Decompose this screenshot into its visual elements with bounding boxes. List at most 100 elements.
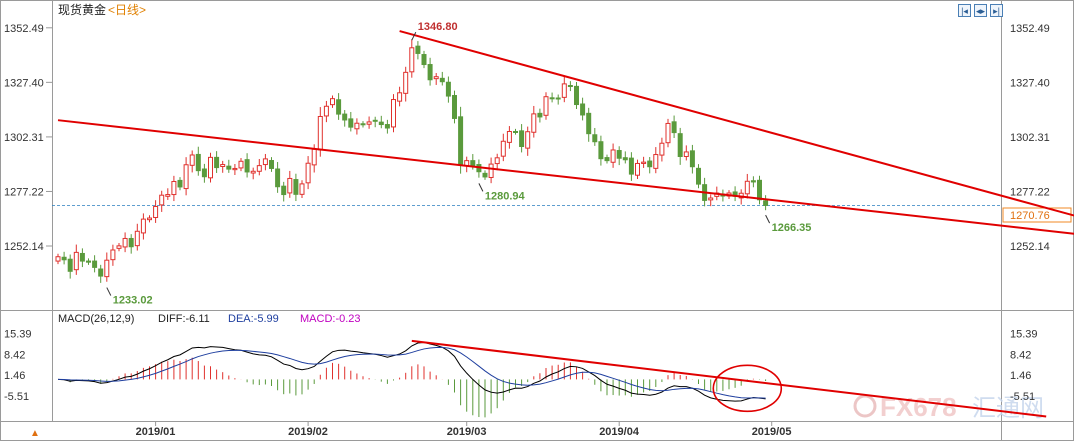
macd-hist-value: MACD:-0.23 xyxy=(300,313,361,325)
candle-up xyxy=(409,47,415,73)
macd-dea-line xyxy=(57,346,766,399)
zoom-button[interactable]: ◂▸ xyxy=(974,4,987,17)
annotation-label: 1266.35 xyxy=(772,222,812,234)
annotation-label: 1346.80 xyxy=(418,21,458,33)
candle-up xyxy=(683,151,689,157)
candle-up xyxy=(506,130,512,143)
candle-down xyxy=(128,237,134,248)
candle-up xyxy=(250,170,256,174)
scroll-end-button[interactable]: ▸| xyxy=(990,4,1003,17)
candle-up xyxy=(262,158,268,166)
candle-up xyxy=(55,256,61,262)
candle-down xyxy=(275,168,281,188)
candle-down xyxy=(616,150,622,159)
candle-down xyxy=(647,160,653,168)
scroll-start-button[interactable]: |◂ xyxy=(958,4,971,17)
x-tick-label: 2019/02 xyxy=(288,426,328,438)
macd-trendline xyxy=(411,339,1047,418)
candle-down xyxy=(293,179,299,195)
candle-down xyxy=(445,81,451,97)
macd-tick-label-right: 15.39 xyxy=(1010,329,1038,341)
candle-up xyxy=(403,71,409,94)
macd-tick-label-right: 8.42 xyxy=(1010,349,1031,361)
candle-up xyxy=(531,113,537,133)
candle-down xyxy=(628,157,634,175)
candle-up xyxy=(208,156,213,179)
macd-tick-label-left: -5.51 xyxy=(4,391,29,403)
candle-down xyxy=(549,97,555,100)
candle-up xyxy=(165,194,171,197)
candle-up xyxy=(73,251,79,271)
candle-up xyxy=(305,162,311,184)
price-tick-label-left: 1252.14 xyxy=(4,241,44,253)
candle-down xyxy=(67,258,73,272)
trendline-upper xyxy=(399,30,1074,217)
candle-down xyxy=(281,185,287,196)
candle-down xyxy=(555,97,561,100)
candle-down xyxy=(86,260,91,263)
candle-down xyxy=(195,153,201,172)
candle-down xyxy=(421,54,427,66)
candle-down xyxy=(372,119,378,122)
x-tick-label: 2019/05 xyxy=(752,426,792,438)
candle-down xyxy=(348,118,354,128)
candle-down xyxy=(214,156,220,169)
annotation-pointer xyxy=(106,287,112,296)
price-tick-label-right: 1352.49 xyxy=(1010,23,1050,35)
macd-tick-label-right: 1.46 xyxy=(1010,370,1031,382)
candle-down xyxy=(201,168,207,178)
candle-up xyxy=(488,163,494,178)
candle-up xyxy=(110,249,116,261)
watermark-text: FX678 xyxy=(880,392,957,422)
candle-down xyxy=(269,160,274,169)
candle-up xyxy=(635,162,640,176)
macd-tick-label-left: 8.42 xyxy=(4,349,25,361)
candle-up xyxy=(641,161,647,164)
candle-down xyxy=(689,150,695,168)
price-tick-label-left: 1277.22 xyxy=(4,186,44,198)
candle-up xyxy=(140,218,146,234)
candle-up xyxy=(104,259,110,278)
candle-down xyxy=(177,179,183,188)
annotation-label: 1233.02 xyxy=(113,295,153,307)
candle-down xyxy=(513,130,518,133)
candle-down xyxy=(384,124,390,129)
candle-up xyxy=(744,180,750,195)
annotation-pointer xyxy=(478,183,484,192)
x-tick-label: 2019/04 xyxy=(599,426,640,438)
candle-up xyxy=(171,181,177,196)
candle-down xyxy=(671,121,677,134)
candle-down xyxy=(750,180,756,183)
candle-up xyxy=(610,149,616,163)
candle-up xyxy=(287,177,293,194)
candle-up xyxy=(256,165,262,172)
watermark-logo-icon xyxy=(853,394,877,418)
candle-down xyxy=(586,112,592,135)
last-price-value: 1270.76 xyxy=(1010,210,1050,222)
candle-up xyxy=(653,154,659,169)
candle-up xyxy=(159,194,165,206)
candle-up xyxy=(122,237,128,248)
candle-down xyxy=(696,167,701,185)
x-tick-label: 2019/03 xyxy=(447,426,487,438)
corner-arrow-icon[interactable]: ▲ xyxy=(30,428,40,439)
candle-up xyxy=(311,148,317,166)
candle-down xyxy=(567,85,573,88)
candle-up xyxy=(189,154,195,166)
macd-highlight-circle xyxy=(712,364,783,413)
candle-down xyxy=(598,141,604,160)
macd-dea-value: DEA:-5.99 xyxy=(228,313,279,325)
annotation-pointer xyxy=(765,214,771,224)
candle-down xyxy=(378,121,384,126)
candle-down xyxy=(574,85,579,106)
macd-tick-label-left: 15.39 xyxy=(4,329,32,341)
candle-down xyxy=(470,160,476,167)
candle-down xyxy=(482,172,488,178)
candle-down xyxy=(61,256,67,261)
candle-up xyxy=(494,157,500,165)
candle-up xyxy=(330,98,335,106)
macd-tick-label-left: 1.46 xyxy=(4,370,25,382)
candle-up xyxy=(525,131,531,149)
candle-up xyxy=(561,83,567,98)
